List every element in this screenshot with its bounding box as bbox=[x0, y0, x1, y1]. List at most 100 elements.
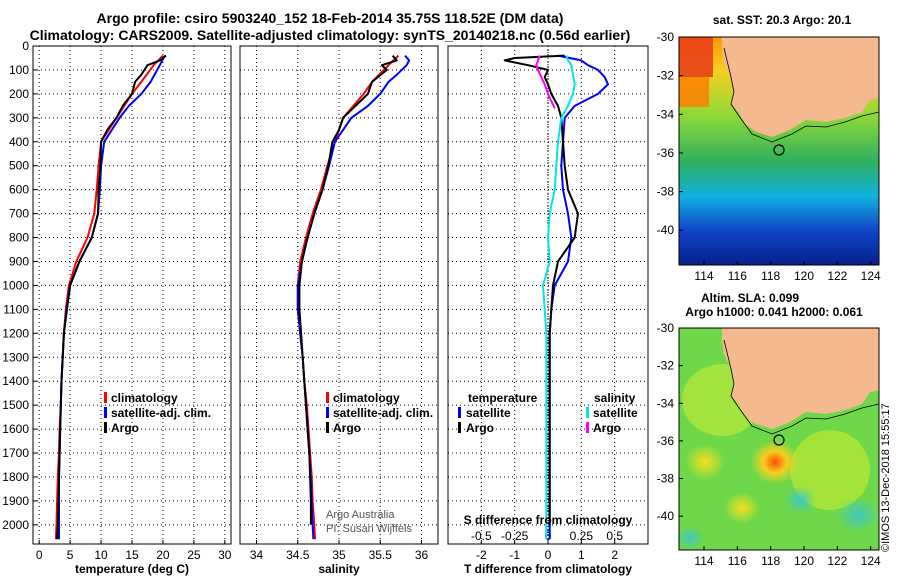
map-x-tick-label: 114 bbox=[694, 269, 713, 283]
y-tick-label: 1600 bbox=[2, 422, 29, 436]
legend-heading-salinity: salinity bbox=[594, 391, 636, 405]
legend-swatch-climatology bbox=[326, 392, 329, 403]
series-line-salinity-argo bbox=[535, 55, 556, 109]
sla-eddy-cool bbox=[676, 526, 704, 550]
x-tick-label: 30 bbox=[218, 548, 232, 562]
temperature-x-axis: 0 5 10 15 20 25 30 bbox=[36, 540, 232, 562]
y-tick-label: 1700 bbox=[2, 446, 29, 460]
x-tick-label: 35.5 bbox=[369, 548, 393, 562]
y-tick-label: 1200 bbox=[2, 326, 29, 340]
legend-swatch-sal-satellite bbox=[586, 407, 589, 418]
legend-label-satellite: satellite-adj. clim. bbox=[333, 406, 433, 420]
map-y-tick-label: -38 bbox=[657, 472, 675, 486]
difference-legend-temperature: temperature satellite Argo bbox=[458, 391, 538, 435]
y-tick-label: 1100 bbox=[3, 302, 29, 316]
legend-swatch-temp-argo bbox=[458, 422, 461, 433]
y-tick-label: 1800 bbox=[2, 470, 29, 484]
map-y-tick-label: -40 bbox=[657, 223, 675, 237]
legend-swatch-sal-argo bbox=[586, 422, 589, 433]
difference-top-label: S difference from climatology bbox=[464, 513, 633, 527]
legend-label-climatology: climatology bbox=[333, 391, 400, 405]
map-x-tick-label: 120 bbox=[794, 554, 814, 568]
legend-heading-temperature: temperature bbox=[468, 391, 538, 405]
top-tick-label: 0.25 bbox=[570, 529, 594, 543]
sla-map-subtitle: Argo h1000: 0.041 h2000: 0.061 bbox=[685, 305, 863, 319]
series-line-salinity-satellite bbox=[542, 55, 576, 540]
x-tick-label: 1 bbox=[578, 548, 585, 562]
credit-argo-australia: Argo Australia bbox=[326, 509, 395, 521]
x-tick-label: 20 bbox=[156, 548, 170, 562]
temperature-legend: climatology satellite-adj. clim. Argo bbox=[104, 391, 211, 435]
legend-swatch-argo bbox=[104, 422, 107, 433]
x-tick-label: 35 bbox=[332, 548, 346, 562]
map-x-tick-label: 118 bbox=[761, 269, 780, 283]
sst-map: sat. SST: 20.3 Argo: 20.1 114 116 118 120 12… bbox=[657, 13, 881, 283]
land-mass-sla bbox=[722, 328, 879, 429]
sla-eddy-yellow bbox=[724, 492, 760, 524]
x-tick-label: 0 bbox=[36, 548, 43, 562]
y-tick-label: 1500 bbox=[2, 398, 29, 412]
top-tick-label: 0 bbox=[545, 529, 552, 543]
y-tick-label: 800 bbox=[9, 231, 29, 245]
sst-map-title: sat. SST: 20.3 Argo: 20.1 bbox=[713, 13, 852, 27]
y-tick-label: 700 bbox=[9, 207, 29, 221]
legend-label-sal-satellite: satellite bbox=[593, 406, 638, 420]
legend-label-temp-argo: Argo bbox=[466, 421, 494, 435]
map-y-tick-label: -32 bbox=[657, 359, 675, 373]
map-x-tick-label: 116 bbox=[728, 269, 747, 283]
map-y-tick-label: -30 bbox=[657, 30, 675, 44]
map-y-tick-label: -34 bbox=[657, 396, 675, 410]
y-tick-label: 600 bbox=[9, 183, 29, 197]
copyright-footer: ©IMOS 13-Dec-2018 15:55:17 bbox=[880, 403, 892, 552]
map-y-tick-label: -36 bbox=[657, 146, 675, 160]
legend-label-climatology: climatology bbox=[111, 391, 178, 405]
profile-marker-sla bbox=[773, 434, 785, 446]
legend-label-satellite: satellite-adj. clim. bbox=[111, 406, 211, 420]
map-y-tick-label: -36 bbox=[657, 434, 675, 448]
sst-warm-patch bbox=[679, 37, 713, 77]
y-tick-label: 1000 bbox=[2, 278, 29, 292]
x-tick-label: -1 bbox=[509, 548, 520, 562]
temperature-x-label: temperature (deg C) bbox=[75, 562, 189, 576]
difference-x-label: T difference from climatology bbox=[464, 562, 632, 576]
map-x-tick-label: 118 bbox=[761, 554, 780, 568]
salinity-x-axis: 34 34.5 35 35.5 36 bbox=[250, 540, 429, 562]
series-line-temperature-argo bbox=[503, 54, 579, 525]
map-y-tick-label: -32 bbox=[657, 69, 675, 83]
x-tick-label: 2 bbox=[611, 548, 618, 562]
sla-eddy-yellow bbox=[685, 444, 725, 480]
y-tick-label: 900 bbox=[9, 254, 29, 268]
y-tick-label: 100 bbox=[9, 63, 29, 77]
credit-pi: PI: Susan Wijffels bbox=[326, 523, 412, 535]
sst-map-frame bbox=[678, 36, 880, 266]
temperature-panel: 0100200300400500600700800900100011001200… bbox=[2, 39, 232, 576]
y-tick-label: 200 bbox=[9, 87, 29, 101]
salinity-legend: climatology satellite-adj. clim. Argo bbox=[326, 391, 433, 435]
land-mass-sst bbox=[722, 37, 879, 137]
x-tick-label: 15 bbox=[125, 548, 139, 562]
coast-contour-sla bbox=[723, 339, 880, 435]
map-x-tick-label: 122 bbox=[827, 554, 847, 568]
profile-marker-sst bbox=[773, 144, 785, 156]
series-line-argo bbox=[56, 54, 167, 540]
map-x-tick-label: 114 bbox=[694, 554, 713, 568]
y-tick-label: 300 bbox=[9, 111, 29, 125]
map-x-tick-label: 120 bbox=[794, 269, 814, 283]
legend-swatch-climatology bbox=[104, 392, 107, 403]
y-tick-label: 1900 bbox=[2, 494, 29, 508]
difference-legend-salinity: salinity satellite Argo bbox=[586, 391, 638, 435]
legend-label-argo: Argo bbox=[333, 421, 361, 435]
map-y-tick-label: -38 bbox=[657, 185, 675, 199]
x-tick-label: 36 bbox=[415, 548, 429, 562]
map-x-tick-label: 116 bbox=[728, 554, 747, 568]
x-tick-label: 34.5 bbox=[286, 548, 310, 562]
x-tick-label: 10 bbox=[94, 548, 108, 562]
coast-contour-sst bbox=[723, 47, 880, 143]
x-tick-label: 5 bbox=[67, 548, 74, 562]
x-tick-label: -2 bbox=[476, 548, 487, 562]
chart-title-line-1: Argo profile: csiro 5903240_152 18-Feb-2… bbox=[96, 10, 564, 26]
y-tick-label: 500 bbox=[9, 159, 29, 173]
salinity-x-label: salinity bbox=[318, 562, 360, 576]
top-tick-label: -0.25 bbox=[501, 529, 529, 543]
